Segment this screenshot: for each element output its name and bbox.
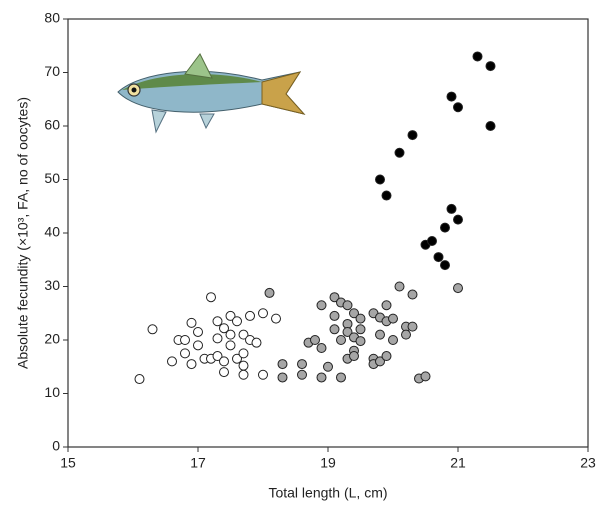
data-point bbox=[342, 300, 353, 311]
data-point bbox=[219, 323, 229, 334]
data-point bbox=[394, 281, 405, 292]
data-point bbox=[277, 372, 288, 383]
data-point bbox=[147, 324, 158, 335]
data-point bbox=[258, 308, 268, 319]
data-point bbox=[485, 61, 496, 72]
data-point bbox=[232, 353, 242, 364]
data-point bbox=[329, 310, 340, 321]
x-tick-label: 15 bbox=[60, 455, 76, 471]
data-point bbox=[212, 351, 223, 362]
y-tick-label: 10 bbox=[44, 384, 60, 400]
data-point bbox=[251, 337, 262, 348]
data-point bbox=[388, 335, 398, 345]
data-point bbox=[336, 335, 346, 345]
data-point bbox=[180, 348, 190, 359]
data-point bbox=[420, 371, 431, 382]
data-point bbox=[349, 308, 359, 319]
data-point bbox=[238, 369, 249, 380]
data-point bbox=[427, 236, 437, 247]
y-tick-label: 70 bbox=[44, 63, 60, 79]
data-point bbox=[407, 130, 418, 141]
data-point bbox=[264, 287, 275, 298]
data-point bbox=[407, 321, 418, 332]
data-point bbox=[193, 326, 203, 337]
x-tick-label: 19 bbox=[320, 455, 336, 471]
data-point bbox=[446, 203, 457, 214]
y-tick-label: 0 bbox=[52, 438, 60, 454]
fish-illustration bbox=[117, 53, 306, 134]
data-point bbox=[232, 316, 242, 327]
data-point bbox=[381, 300, 392, 311]
data-point bbox=[472, 51, 483, 62]
data-point bbox=[375, 329, 385, 340]
data-point bbox=[186, 359, 197, 370]
data-point bbox=[316, 343, 327, 354]
data-point bbox=[225, 340, 236, 351]
data-point bbox=[323, 361, 333, 372]
data-point bbox=[381, 190, 392, 201]
data-point bbox=[167, 356, 177, 367]
x-tick-label: 17 bbox=[190, 455, 206, 471]
y-tick-label: 40 bbox=[44, 224, 60, 240]
data-point bbox=[329, 324, 340, 335]
data-point bbox=[453, 102, 463, 113]
data-point bbox=[394, 147, 405, 158]
data-point bbox=[433, 252, 444, 263]
data-point bbox=[355, 313, 366, 324]
data-point bbox=[310, 335, 320, 345]
data-point bbox=[375, 174, 385, 185]
data-point bbox=[349, 351, 359, 362]
data-point bbox=[245, 310, 255, 321]
data-point bbox=[180, 335, 190, 345]
data-point bbox=[238, 329, 249, 340]
data-point bbox=[388, 313, 398, 324]
y-axis-title: Absolute fecundity (×10³, FA, no of oocy… bbox=[15, 97, 31, 369]
data-point bbox=[329, 292, 340, 303]
data-point bbox=[401, 329, 411, 340]
data-point bbox=[219, 367, 229, 378]
data-point bbox=[186, 317, 197, 328]
data-point bbox=[212, 333, 223, 344]
x-tick-label: 21 bbox=[450, 455, 466, 471]
data-point bbox=[440, 222, 450, 233]
y-tick-label: 20 bbox=[44, 331, 60, 347]
data-point bbox=[407, 289, 418, 300]
data-point bbox=[440, 260, 450, 271]
data-point bbox=[271, 313, 281, 324]
data-point bbox=[381, 351, 392, 362]
x-axis-title: Total length (L, cm) bbox=[268, 485, 387, 501]
data-point bbox=[453, 283, 463, 294]
data-point bbox=[336, 372, 346, 383]
data-point bbox=[238, 360, 249, 371]
data-point bbox=[225, 310, 236, 321]
data-point bbox=[453, 214, 463, 225]
data-point bbox=[342, 326, 353, 337]
data-point bbox=[134, 374, 145, 385]
y-tick-label: 30 bbox=[44, 277, 60, 293]
y-tick-label: 80 bbox=[44, 10, 60, 26]
data-point bbox=[193, 340, 203, 351]
y-tick-label: 50 bbox=[44, 170, 60, 186]
data-point bbox=[258, 369, 268, 380]
x-tick-label: 23 bbox=[580, 455, 596, 471]
data-point bbox=[206, 292, 216, 303]
data-point bbox=[485, 121, 496, 131]
data-point bbox=[219, 356, 229, 367]
data-point bbox=[316, 372, 327, 383]
data-point bbox=[355, 324, 366, 335]
data-point bbox=[225, 329, 236, 340]
data-point bbox=[212, 316, 223, 327]
data-point bbox=[238, 348, 249, 359]
y-tick-label: 60 bbox=[44, 117, 60, 133]
data-point bbox=[375, 356, 385, 367]
data-point bbox=[297, 369, 307, 380]
data-point bbox=[297, 359, 307, 370]
data-point bbox=[277, 359, 288, 370]
data-point bbox=[446, 91, 457, 102]
data-point bbox=[316, 300, 327, 311]
data-point bbox=[355, 336, 366, 347]
